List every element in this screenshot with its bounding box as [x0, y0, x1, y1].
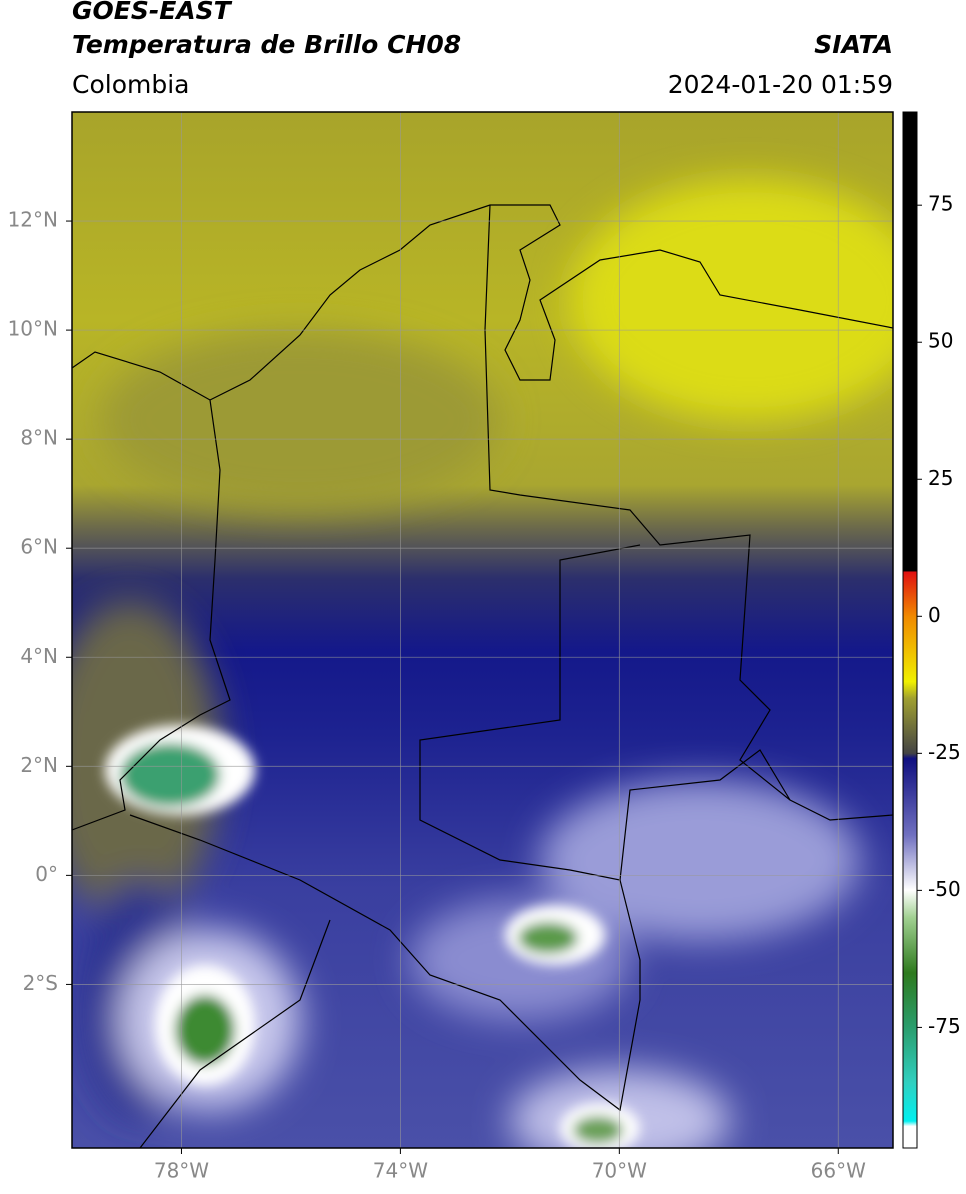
colorbar [902, 111, 918, 1149]
y-tick-label: 8°N [20, 426, 58, 450]
title: GOES-EAST [72, 0, 233, 25]
source: SIATA [814, 30, 893, 59]
y-tick-label: 10°N [8, 317, 58, 341]
y-tick-label: 6°N [20, 535, 58, 559]
colorbar-tick-label: -75 [928, 1014, 961, 1038]
colorbar-tick-label: 25 [928, 466, 953, 490]
colorbar-tick-label: 0 [928, 603, 941, 627]
region: Colombia [72, 70, 189, 99]
colorbar-tick-label: -50 [928, 877, 961, 901]
y-tick-label: 0° [35, 862, 58, 886]
x-tick-label: 66°W [811, 1159, 866, 1183]
colorbar-tick-label: -25 [928, 740, 961, 764]
y-tick-label: 4°N [20, 644, 58, 668]
datetime: 2024-01-20 01:59 [668, 70, 893, 99]
x-tick-label: 74°W [373, 1159, 428, 1183]
x-tick-label: 70°W [592, 1159, 647, 1183]
y-tick-label: 12°N [8, 208, 58, 232]
x-tick-label: 78°W [154, 1159, 209, 1183]
graticule [72, 112, 893, 1148]
map-frame [71, 111, 894, 1149]
subtitle: Temperatura de Brillo CH08 [72, 30, 461, 59]
satellite-image [72, 112, 893, 1148]
y-tick-label: 2°S [23, 971, 58, 995]
colorbar-tick-label: 50 [928, 329, 953, 353]
colorbar-tick-label: 75 [928, 192, 953, 216]
y-tick-label: 2°N [20, 753, 58, 777]
